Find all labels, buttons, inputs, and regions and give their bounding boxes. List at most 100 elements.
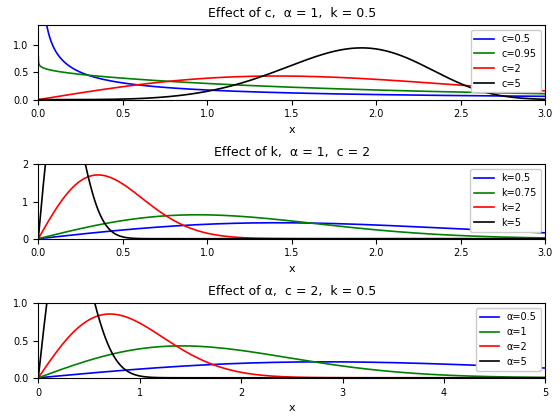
α=2 — [542, 375, 549, 380]
Line: α=2: α=2 — [38, 314, 545, 378]
α=1 — [178, 344, 185, 349]
k=5 — [532, 236, 539, 241]
α=1 — [542, 375, 549, 380]
c=5 — [251, 76, 258, 81]
Line: c=5: c=5 — [38, 48, 545, 100]
c=0.5 — [542, 94, 549, 99]
Line: α=0.5: α=0.5 — [38, 362, 545, 378]
α=5 — [532, 375, 539, 380]
α=0.5 — [230, 361, 236, 366]
k=0.5 — [251, 220, 258, 226]
c=0.5 — [251, 89, 258, 94]
α=2 — [251, 372, 258, 377]
k=0.75 — [93, 223, 100, 228]
c=2 — [478, 84, 484, 89]
c=0.95 — [35, 54, 41, 59]
c=2 — [251, 74, 258, 79]
k=0.75 — [478, 234, 484, 239]
α=1 — [532, 375, 539, 380]
α=2 — [230, 368, 236, 373]
α=1 — [93, 356, 100, 361]
α=5 — [123, 368, 130, 373]
α=1 — [35, 375, 41, 380]
c=0.95 — [251, 83, 258, 88]
Line: k=5: k=5 — [38, 79, 545, 239]
k=2 — [123, 184, 130, 189]
Legend: k=0.5, k=0.75, k=2, k=5: k=0.5, k=0.75, k=2, k=5 — [470, 169, 540, 231]
α=0.5 — [251, 360, 258, 365]
k=2 — [532, 236, 539, 241]
c=2 — [93, 88, 100, 93]
X-axis label: x: x — [288, 264, 295, 274]
α=5 — [251, 375, 258, 380]
c=5 — [35, 97, 41, 102]
k=2 — [35, 236, 41, 241]
Line: c=2: c=2 — [38, 76, 545, 100]
c=2 — [230, 74, 236, 79]
c=0.95 — [478, 90, 484, 95]
α=0.5 — [35, 375, 41, 380]
Line: k=0.5: k=0.5 — [38, 223, 545, 239]
α=0.5 — [93, 370, 100, 375]
α=5 — [478, 375, 484, 380]
c=2 — [542, 88, 549, 93]
α=5 — [64, 216, 71, 221]
α=5 — [35, 375, 41, 380]
k=5 — [93, 202, 100, 207]
Line: k=0.75: k=0.75 — [38, 215, 545, 239]
c=0.5 — [230, 89, 236, 94]
X-axis label: x: x — [288, 403, 295, 413]
α=2 — [106, 312, 113, 317]
k=5 — [123, 235, 130, 240]
c=5 — [93, 97, 100, 102]
α=0.5 — [478, 363, 484, 368]
k=2 — [542, 236, 549, 241]
c=0.5 — [478, 93, 484, 98]
Line: c=0.95: c=0.95 — [38, 57, 545, 94]
k=2 — [95, 172, 101, 177]
c=2 — [532, 88, 539, 93]
Title: Effect of α,  c = 2,  k = 0.5: Effect of α, c = 2, k = 0.5 — [208, 285, 376, 298]
α=2 — [532, 375, 539, 380]
k=0.5 — [478, 227, 484, 232]
α=1 — [251, 350, 258, 355]
Title: Effect of k,  α = 1,  c = 2: Effect of k, α = 1, c = 2 — [214, 146, 370, 159]
c=5 — [358, 45, 365, 50]
k=0.5 — [123, 227, 129, 232]
c=5 — [542, 97, 549, 102]
k=2 — [230, 234, 236, 239]
k=2 — [93, 173, 100, 178]
k=5 — [478, 236, 484, 241]
α=0.5 — [123, 368, 129, 373]
k=5 — [35, 236, 41, 241]
Line: α=5: α=5 — [38, 218, 545, 378]
k=0.5 — [274, 220, 281, 225]
α=2 — [35, 375, 41, 380]
k=0.75 — [35, 236, 41, 241]
c=0.95 — [532, 91, 539, 96]
Line: α=1: α=1 — [38, 346, 545, 378]
Line: c=0.5: c=0.5 — [38, 0, 545, 96]
c=5 — [123, 97, 129, 102]
α=5 — [230, 375, 236, 380]
Line: k=2: k=2 — [38, 175, 545, 239]
c=2 — [274, 74, 281, 79]
α=2 — [93, 314, 100, 319]
Legend: c=0.5, c=0.95, c=2, c=5: c=0.5, c=0.95, c=2, c=5 — [470, 30, 540, 92]
c=0.95 — [123, 76, 129, 81]
c=5 — [478, 89, 484, 94]
k=0.5 — [230, 221, 236, 226]
Title: Effect of c,  α = 1,  k = 0.5: Effect of c, α = 1, k = 0.5 — [208, 7, 376, 20]
α=0.5 — [532, 365, 539, 370]
Legend: α=0.5, α=1, α=2, α=5: α=0.5, α=1, α=2, α=5 — [475, 308, 540, 370]
c=2 — [35, 97, 41, 102]
α=0.5 — [322, 360, 329, 365]
α=1 — [123, 349, 129, 354]
α=2 — [123, 315, 130, 320]
k=5 — [59, 77, 66, 82]
k=0.75 — [230, 213, 236, 218]
α=5 — [93, 307, 100, 312]
k=0.5 — [542, 230, 549, 235]
k=0.5 — [93, 230, 100, 235]
k=2 — [251, 236, 258, 241]
